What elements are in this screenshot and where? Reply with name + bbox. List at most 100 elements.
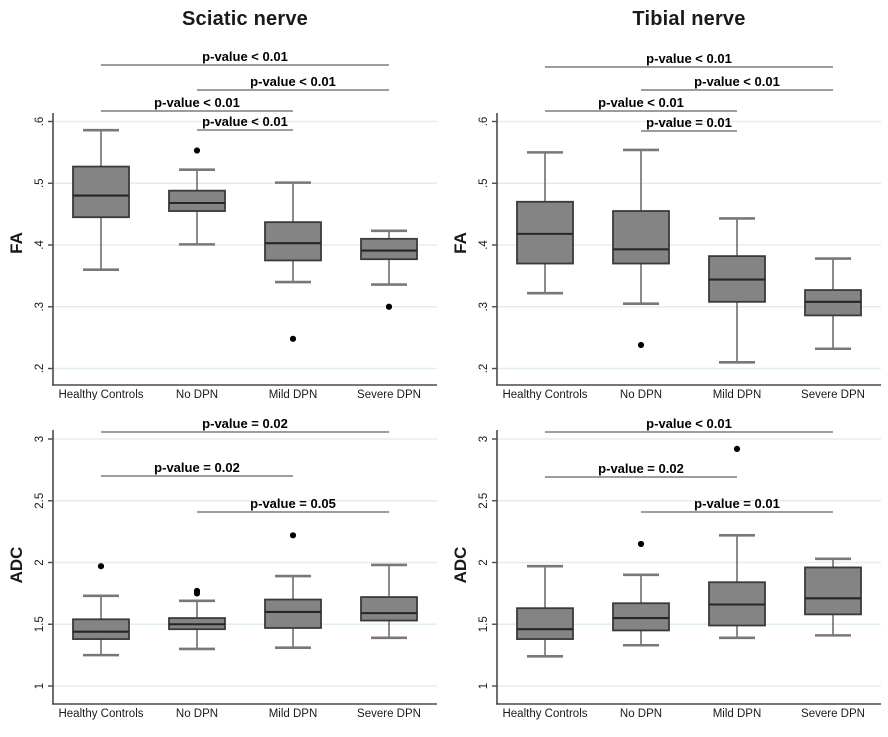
y-tick-label: .5 [478,178,490,188]
pvalue-label: p-value < 0.01 [154,95,240,110]
x-category-label: Healthy Controls [502,389,587,400]
pvalue-label: p-value < 0.01 [202,114,288,129]
pvalue-bracket: p-value = 0.01 [641,496,833,513]
x-category-label: Mild DPN [269,389,318,400]
iqr-box [516,200,574,265]
pvalue-bracket: p-value = 0.02 [101,416,389,433]
pvalue-bracket: p-value = 0.05 [197,496,389,513]
pvalue-bracket: p-value < 0.01 [101,95,293,112]
box-plot-mild-dpn [708,217,766,364]
x-category-label: No DPN [620,708,662,720]
x-category-label: Healthy Controls [58,708,143,720]
boxplot-sciatic-adc: 1 1.5 2 2.5 3 Healthy Controls No DPN Mild DPN S… [34,416,437,720]
y-tick-label: .3 [478,302,490,312]
box-plot-healthy-controls [72,128,130,272]
pvalue-bracket: p-value < 0.01 [197,74,389,91]
x-category-label: Severe DPN [357,708,421,720]
gridlines [53,438,437,687]
boxplot-sciatic-fa: .2 .3 .4 .5 .6 Healthy Controls No DPN Mild DPN… [34,49,437,400]
y-tick-label: 1 [478,683,490,689]
outlier-point [193,587,201,595]
y-axis-label-fa-right: FA [451,232,470,254]
gridlines [497,438,881,687]
outlier-point [637,341,645,349]
pvalue-bracket: p-value = 0.02 [101,460,293,477]
pvalue-bracket: p-value < 0.01 [545,416,833,433]
x-category-label: No DPN [620,389,662,400]
y-tick-label: .6 [34,117,46,127]
box-plot-no-dpn [612,540,670,647]
axes: .2 .3 .4 .5 .6 [478,113,881,386]
outlier-point [289,335,297,342]
x-category-label: Severe DPN [801,389,865,400]
box-plot-severe-dpn [804,557,862,637]
box-plot-no-dpn [168,587,226,651]
x-category-label: Mild DPN [713,708,762,720]
x-category-label: Mild DPN [713,389,762,400]
x-category-label: Mild DPN [269,708,318,720]
box-plot-healthy-controls [516,151,574,295]
y-tick-label: .5 [34,178,46,188]
panel-tibial-adc: ADC 1 1.5 2 2.5 3 Healthy Controls No DPN Mild … [444,400,888,737]
axes: 1 1.5 2 2.5 3 [34,430,437,705]
pvalue-label: p-value = 0.02 [598,461,684,476]
y-axis-label-adc-right: ADC [451,546,470,584]
y-tick-label: .6 [478,117,490,127]
box-plot-no-dpn [612,148,670,349]
y-tick-label: 2.5 [34,493,46,509]
box-plot-mild-dpn [264,181,322,342]
outlier-point [289,532,297,539]
y-axis-label-adc-left: ADC [7,546,26,584]
y-tick-label: 1.5 [34,616,46,632]
pvalue-label: p-value = 0.01 [646,115,732,130]
pvalue-label: p-value < 0.01 [646,51,732,66]
pvalue-label: p-value = 0.02 [154,460,240,475]
axes: .2 .3 .4 .5 .6 [34,113,437,386]
box-plot-healthy-controls [516,564,574,658]
pvalue-label: p-value = 0.05 [250,496,336,511]
pvalue-label: p-value = 0.01 [694,496,780,511]
iqr-box [264,598,322,629]
y-tick-label: 3 [34,436,46,442]
x-category-label: Healthy Controls [502,708,587,720]
pvalue-label: p-value < 0.01 [646,416,732,431]
y-tick-label: 1 [34,683,46,689]
pvalue-bracket: p-value < 0.01 [197,114,293,131]
pvalue-label: p-value = 0.02 [202,416,288,431]
y-tick-label: .4 [478,240,490,250]
pvalue-label: p-value < 0.01 [598,95,684,110]
panel-tibial-fa: Tibial nerve FA .2 .3 .4 .5 .6 Healthy Contro… [444,0,888,400]
outlier-point [193,147,201,154]
pvalue-label: p-value < 0.01 [202,49,288,64]
y-tick-label: 1.5 [478,616,490,632]
iqr-box [360,237,418,261]
iqr-box [72,618,130,640]
iqr-box [804,566,862,616]
iqr-box [516,607,574,640]
y-tick-label: .2 [34,364,46,374]
chart-title-sciatic: Sciatic nerve [181,8,308,30]
y-tick-label: 2.5 [478,493,490,509]
y-tick-label: .3 [34,302,46,312]
boxplot-tibial-adc: 1 1.5 2 2.5 3 Healthy Controls No DPN Mild DPN S… [478,416,881,720]
box-plot-no-dpn [168,147,226,246]
y-axis-label-fa-left: FA [7,232,26,254]
y-tick-label: 2 [34,559,46,565]
y-tick-label: 2 [478,559,490,565]
box-plot-healthy-controls [72,563,130,657]
pvalue-bracket: p-value = 0.01 [641,115,737,132]
iqr-box [612,210,670,265]
iqr-box [168,189,226,212]
x-category-label: Severe DPN [801,708,865,720]
box-plot-mild-dpn [708,445,766,640]
pvalue-bracket: p-value < 0.01 [101,49,389,66]
y-tick-label: 3 [478,436,490,442]
x-category-label: No DPN [176,389,218,400]
axes: 1 1.5 2 2.5 3 [478,430,881,705]
pvalue-label: p-value < 0.01 [694,74,780,89]
iqr-box [264,221,322,262]
iqr-box [612,602,670,632]
pvalue-bracket: p-value < 0.01 [545,95,737,112]
outlier-point [733,445,741,452]
